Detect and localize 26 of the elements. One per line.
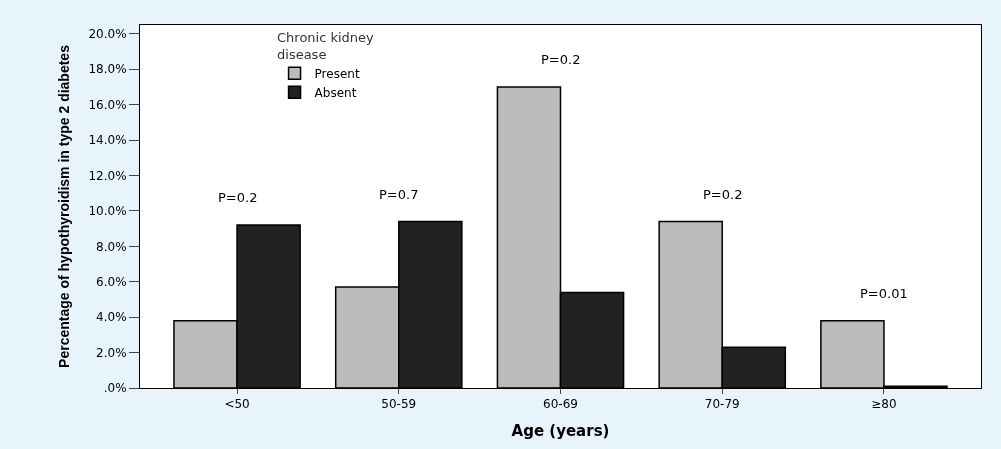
x-axis-title: Age (years) — [511, 422, 610, 441]
y-tick-label: 18.0% — [88, 62, 127, 77]
y-tick-label: .0% — [103, 381, 127, 396]
annotation: P=0.2 — [541, 52, 581, 67]
y-tick-label: 2.0% — [96, 345, 127, 360]
x-tick-label: 70-79 — [704, 397, 740, 412]
annotation: P=0.01 — [860, 286, 908, 301]
y-tick-label: 16.0% — [88, 97, 127, 112]
x-tick-label: <50 — [224, 397, 250, 412]
y-tick-label: 20.0% — [88, 27, 127, 42]
y-axis-title: Percentage of hypothyroidism in type 2 diabetes — [56, 44, 73, 368]
annotation: P=0.2 — [218, 190, 258, 205]
x-tick-label: 50-59 — [381, 397, 417, 412]
legend-title: Chronic kidney disease — [277, 29, 375, 62]
y-tick-label: 10.0% — [88, 204, 127, 219]
legend-label: Present — [314, 66, 360, 81]
y-tick-label: 14.0% — [88, 133, 127, 148]
legend-label: Absent — [314, 85, 357, 100]
x-tick-label: ≥80 — [871, 397, 897, 412]
y-tick-label: 6.0% — [96, 274, 127, 289]
y-tick-label: 8.0% — [96, 239, 127, 254]
x-tick-label: 60-69 — [543, 397, 578, 412]
annotation: P=0.2 — [703, 187, 743, 202]
y-tick-label: 4.0% — [96, 310, 127, 325]
y-tick-label: 12.0% — [88, 168, 127, 183]
annotation: P=0.7 — [379, 187, 419, 202]
